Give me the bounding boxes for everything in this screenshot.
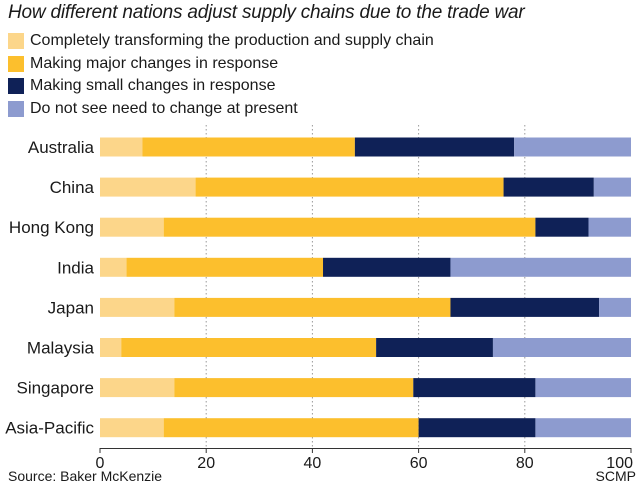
legend-swatch [8, 33, 24, 50]
legend-swatch [8, 55, 24, 72]
category-label: India [57, 258, 94, 277]
bar-segment [354, 137, 515, 157]
bar-segment [100, 137, 143, 157]
bar-segment [535, 418, 631, 438]
legend-swatch [8, 78, 24, 95]
bar-segment [100, 177, 196, 197]
legend-item: Making major changes in response [8, 53, 434, 76]
bar-segment [100, 338, 122, 357]
legend-item: Completely transforming the production a… [8, 30, 434, 53]
bar-segment [100, 297, 175, 317]
bar-segment [195, 177, 504, 197]
category-label: Singapore [16, 379, 94, 398]
category-label: Japan [48, 298, 94, 317]
bar-segment [413, 378, 536, 398]
credit: SCMP [595, 468, 636, 484]
bar-segment [121, 338, 377, 357]
bar-segment [535, 378, 631, 398]
chart-title: How different nations adjust supply chai… [8, 2, 525, 23]
bar-segment [163, 217, 536, 237]
bar-segment [142, 137, 355, 157]
x-tick-label: 100 [606, 455, 633, 472]
x-tick-label: 40 [304, 455, 322, 472]
category-label: Hong Kong [9, 218, 94, 237]
bar-segment [492, 338, 631, 357]
category-label: Australia [28, 138, 95, 157]
bar-segment [535, 217, 589, 237]
bar-segment [323, 257, 451, 277]
bar-segment [100, 418, 164, 438]
legend-label: Making small changes in response [30, 77, 276, 95]
bar-segment [126, 257, 324, 277]
legend-swatch [8, 100, 24, 117]
legend-item: Making small changes in response [8, 75, 434, 98]
x-tick-label: 60 [410, 455, 428, 472]
bar-segment [450, 297, 600, 317]
bar-segment [376, 338, 493, 357]
legend-label: Making major changes in response [30, 54, 279, 72]
bar-segment [100, 217, 164, 237]
bar-segment [100, 257, 127, 277]
legend: Completely transforming the production a… [8, 30, 434, 120]
bar-segment [100, 378, 175, 398]
category-label: China [50, 178, 95, 197]
legend-label: Completely transforming the production a… [30, 32, 434, 50]
bar-segment [174, 378, 414, 398]
bar-segment [174, 297, 451, 317]
bar-segment [514, 137, 631, 157]
category-label: Malaysia [27, 339, 95, 358]
x-tick-label: 20 [197, 455, 215, 472]
legend-label: Do not see need to change at present [30, 99, 298, 117]
bar-segment [588, 217, 631, 237]
bar-segment [450, 257, 631, 277]
x-tick-label: 0 [96, 455, 105, 472]
bar-segment [418, 418, 536, 438]
category-label: Asia-Pacific [5, 419, 94, 438]
bar-segment [599, 297, 631, 317]
legend-item: Do not see need to change at present [8, 98, 434, 121]
x-tick-label: 80 [516, 455, 534, 472]
bar-segment [163, 418, 419, 438]
bar-segment [503, 177, 594, 197]
bar-segment [593, 177, 631, 197]
source-note: Source: Baker McKenzie [8, 468, 163, 484]
